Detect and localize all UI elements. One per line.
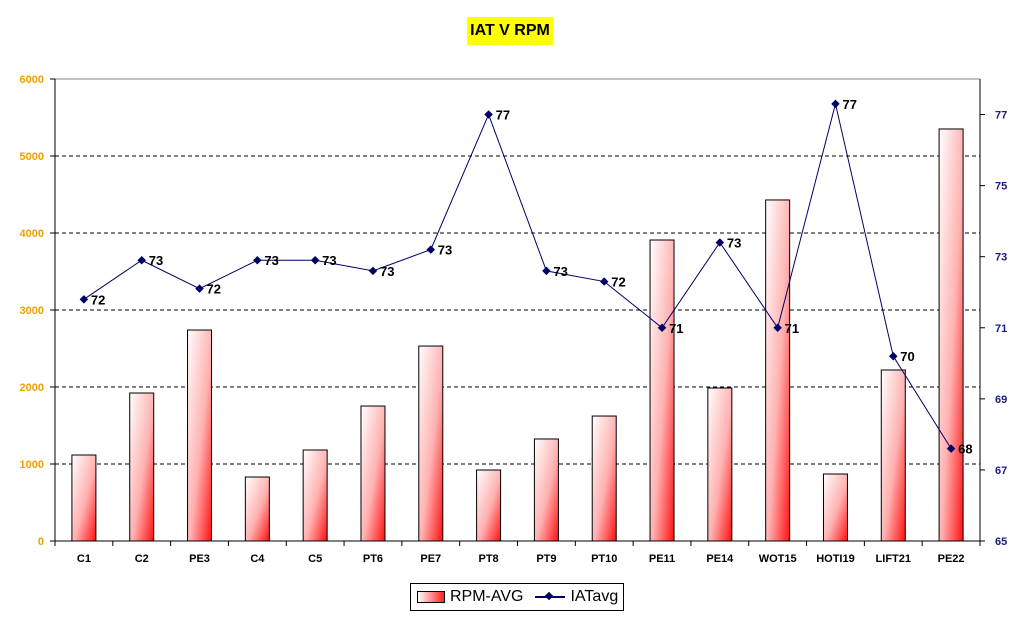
iat-data-label: 71 xyxy=(785,321,799,336)
bar-PE11 xyxy=(649,239,675,542)
iat-marker-C4 xyxy=(253,256,262,265)
left-axis-tick-label: 0 xyxy=(38,536,44,548)
x-axis-tick-label: PT9 xyxy=(536,553,556,565)
iat-marker-C5 xyxy=(310,256,320,265)
iat-marker-PE11 xyxy=(657,323,667,333)
right-axis-tick-label: 69 xyxy=(995,394,1007,406)
iat-marker-PE22 xyxy=(946,444,956,453)
x-axis-tick-label: C2 xyxy=(135,553,149,565)
left-axis-tick-label: 5000 xyxy=(20,151,44,163)
legend-line-swatch xyxy=(535,596,566,598)
bar-PE14 xyxy=(707,387,733,542)
x-axis-tick-label: PE22 xyxy=(938,553,965,565)
iat-marker-PE7 xyxy=(426,245,436,254)
x-axis-tick-label: PE3 xyxy=(189,553,210,565)
iat-line xyxy=(83,103,952,449)
x-axis-tick-label: C4 xyxy=(250,553,265,565)
iat-marker-PE3 xyxy=(195,284,204,293)
x-axis-tick-label: PT10 xyxy=(591,553,617,565)
left-axis-tick-label: 4000 xyxy=(20,228,44,240)
x-axis-tick-label: C1 xyxy=(77,553,91,565)
bar-WOT15 xyxy=(765,199,791,542)
left-axis-tick-label: 6000 xyxy=(20,74,44,86)
bar-PT10 xyxy=(591,415,617,542)
bar-C1 xyxy=(71,454,97,542)
iat-data-label: 68 xyxy=(958,442,972,457)
x-axis-tick-label: HOTI19 xyxy=(816,553,855,565)
legend-bar-swatch xyxy=(417,591,445,603)
right-axis-tick-label: 77 xyxy=(995,110,1007,122)
x-axis-tick-label: PT6 xyxy=(363,553,383,565)
iat-data-label: 73 xyxy=(553,264,567,279)
legend: RPM-AVG IATavg xyxy=(410,583,624,611)
bar-PE7 xyxy=(418,345,444,542)
iat-data-label: 73 xyxy=(264,253,278,268)
right-axis-tick-label: 67 xyxy=(995,465,1007,477)
iat-marker-PT6 xyxy=(368,266,378,276)
iat-data-label: 73 xyxy=(438,243,452,258)
bar-C5 xyxy=(302,449,328,542)
right-axis-tick-label: 73 xyxy=(995,252,1007,264)
x-axis-tick-label: PT8 xyxy=(479,553,499,565)
bar-HOTI19 xyxy=(822,473,848,542)
iat-data-label: 73 xyxy=(727,235,741,250)
right-axis-tick-label: 75 xyxy=(995,181,1007,193)
iat-data-label: 72 xyxy=(91,292,105,307)
legend-label-iat: IATavg xyxy=(570,588,619,605)
chart-title: IAT V RPM xyxy=(467,17,553,45)
iat-marker-PT10 xyxy=(599,277,609,286)
x-axis-tick-label: PE7 xyxy=(420,553,441,565)
iat-marker-WOT15 xyxy=(773,323,782,333)
bar-PT6 xyxy=(360,405,386,542)
x-axis-tick-label: PE11 xyxy=(649,553,675,565)
right-axis-tick-label: 65 xyxy=(995,536,1007,548)
iat-marker-C2 xyxy=(137,256,146,265)
bar-LIFT21 xyxy=(880,369,906,542)
x-axis-tick-label: PE14 xyxy=(706,553,734,565)
x-axis-tick-label: C5 xyxy=(308,553,322,565)
iat-data-label: 71 xyxy=(669,321,683,336)
bar-PE22 xyxy=(938,128,964,542)
iat-data-label: 70 xyxy=(900,349,914,364)
bar-C4 xyxy=(244,476,270,542)
left-axis-tick-label: 3000 xyxy=(20,305,44,317)
iat-data-label: 77 xyxy=(496,108,510,123)
bar-C2 xyxy=(129,392,155,542)
bar-PT9 xyxy=(533,438,559,542)
iat-data-label: 72 xyxy=(611,275,625,290)
legend-label-rpm: RPM-AVG xyxy=(450,588,524,605)
iat-marker-LIFT21 xyxy=(889,351,898,361)
bar-PT8 xyxy=(476,469,502,542)
iat-data-label: 73 xyxy=(380,264,394,279)
iat-data-label: 73 xyxy=(322,253,336,268)
iat-marker-PT9 xyxy=(542,266,551,276)
x-axis-tick-label: WOT15 xyxy=(759,553,797,565)
left-axis-tick-label: 2000 xyxy=(20,382,44,394)
x-axis-tick-label: LIFT21 xyxy=(876,553,911,565)
right-axis-tick-label: 71 xyxy=(995,323,1007,335)
iat-data-label: 73 xyxy=(149,253,163,268)
iat-marker-PE14 xyxy=(715,238,725,247)
bar-PE3 xyxy=(187,329,213,542)
iat-data-label: 72 xyxy=(207,282,221,297)
iat-marker-PT8 xyxy=(484,110,493,119)
iat-marker-C1 xyxy=(79,295,89,304)
iat-marker-HOTI19 xyxy=(831,99,840,109)
left-axis-tick-label: 1000 xyxy=(20,459,44,471)
iat-data-label: 77 xyxy=(842,97,856,112)
